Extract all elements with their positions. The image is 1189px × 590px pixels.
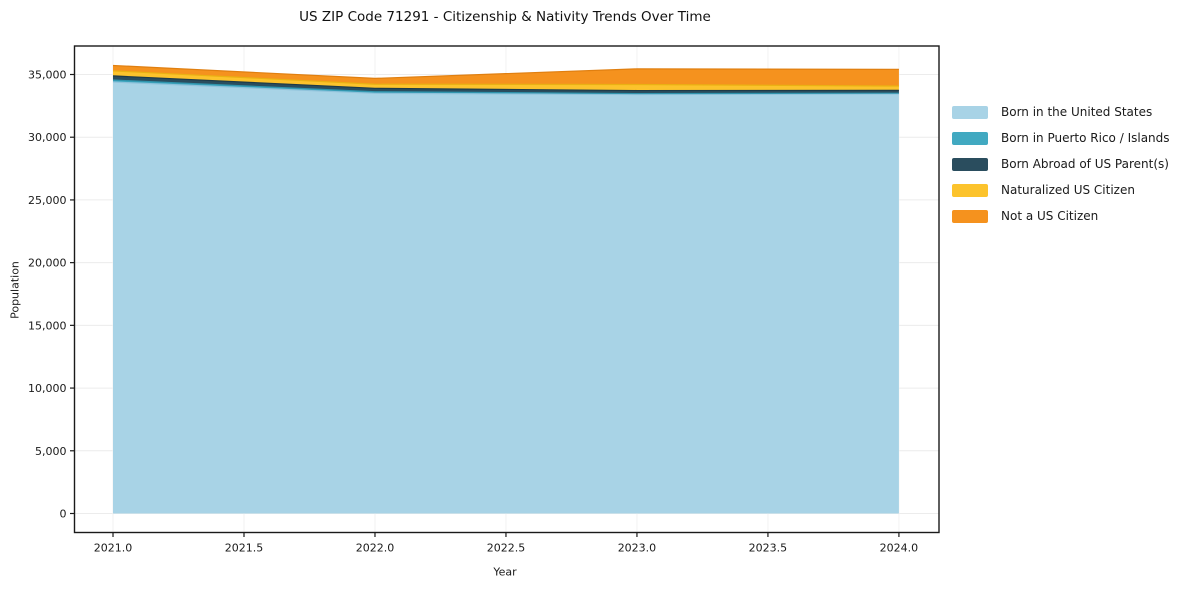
y-axis-label: Population [8,261,22,319]
area-series-0 [113,82,899,514]
legend-item-3: Naturalized US Citizen [952,177,1170,203]
x-tick-label: 2022.0 [356,542,395,555]
x-tick-label: 2021.5 [225,542,264,555]
legend-item-1: Born in Puerto Rico / Islands [952,125,1170,151]
y-tick-label: 0 [60,507,67,520]
legend-swatch [952,105,988,119]
legend-item-0: Born in the United States [952,99,1170,125]
x-tick-label: 2022.5 [487,542,526,555]
area-edge-4 [112,64,899,79]
legend-swatch [952,209,988,223]
area-edge-1 [112,79,899,95]
y-tick-label: 20,000 [28,257,67,270]
legend-label: Born Abroad of US Parent(s) [1001,157,1169,171]
x-tick-label: 2023.0 [618,542,657,555]
y-tick-label: 25,000 [28,194,67,207]
legend-swatch [952,131,988,145]
x-tick-label: 2023.5 [749,542,788,555]
area-edge-3 [112,70,899,87]
legend: Born in the United States Born in Puerto … [952,99,1170,229]
plot-border [73,45,940,534]
legend-item-4: Not a US Citizen [952,203,1170,229]
legend-item-2: Born Abroad of US Parent(s) [952,151,1170,177]
x-tick-label: 2024.0 [880,542,919,555]
legend-label: Born in Puerto Rico / Islands [1001,131,1170,145]
y-tick-label: 35,000 [28,68,67,81]
x-axis-label: Year [493,565,517,579]
y-tick-label: 15,000 [28,319,67,332]
legend-swatch [952,157,988,171]
legend-label: Born in the United States [1001,105,1153,119]
y-tick-label: 30,000 [28,131,67,144]
area-edge-2 [112,75,899,92]
area-series-2 [113,75,899,94]
chart-title: US ZIP Code 71291 - Citizenship & Nativi… [299,9,711,25]
area-series-3 [113,70,899,91]
x-tick-label: 2021.0 [94,542,133,555]
y-tick-label: 5,000 [35,445,67,458]
area-edge-0 [112,81,899,96]
legend-swatch [952,183,988,197]
y-tick-label: 10,000 [28,382,67,395]
legend-label: Not a US Citizen [1001,209,1099,223]
legend-label: Naturalized US Citizen [1001,183,1135,197]
